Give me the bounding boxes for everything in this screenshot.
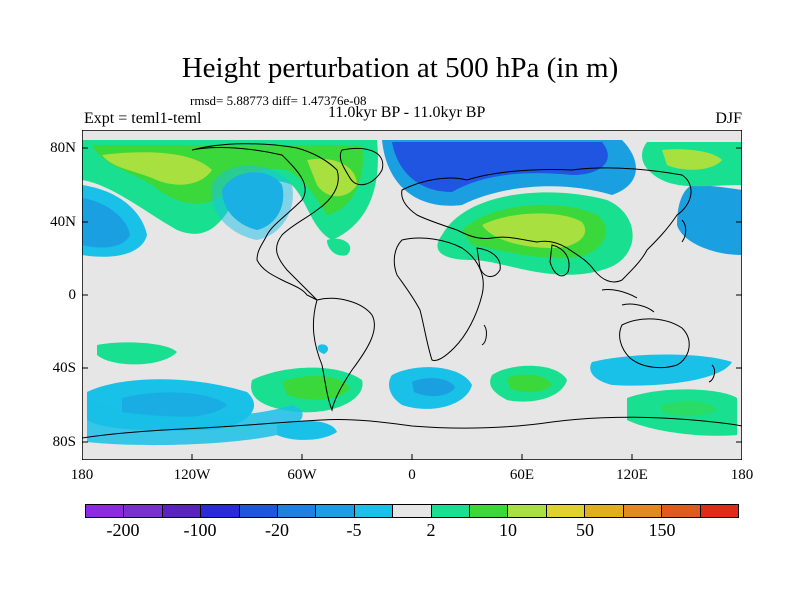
contour-neg-saustralia — [590, 354, 732, 386]
colorbar-box — [393, 505, 432, 517]
lon-label-180e: 180 — [730, 467, 754, 483]
experiment-label: Expt = teml1-teml — [84, 110, 202, 127]
colorbar-label: 2 — [426, 520, 436, 540]
contour-pos-satlantic-mid — [282, 376, 350, 400]
coast-antarctica — [82, 416, 742, 439]
colorbar-box — [201, 505, 240, 517]
lon-label-120e: 120E — [616, 467, 648, 483]
lon-label-60w: 60W — [287, 467, 317, 483]
colorbar-box — [623, 505, 663, 517]
colorbar-box — [354, 505, 394, 517]
coast-indonesia — [601, 289, 655, 313]
colorbar-box — [470, 505, 509, 517]
coast-arabia — [476, 247, 501, 277]
coast-greenland — [339, 147, 384, 186]
contour-pos-sindian-mid — [507, 374, 552, 393]
contour-neg-sindian-mid — [412, 378, 455, 397]
lat-label-40n: 40N — [50, 214, 76, 230]
colorbar-box — [508, 505, 547, 517]
colorbar-box — [700, 505, 738, 517]
contour-neg-spacific-2 — [122, 392, 227, 418]
lat-label-40s: 40S — [52, 360, 76, 376]
ticks — [82, 147, 742, 460]
coast-africa — [393, 237, 484, 361]
colorbar-box — [162, 505, 202, 517]
coastlines — [82, 143, 742, 439]
colorbar-box — [278, 505, 317, 517]
contour-pos-antarctic-e-mid — [662, 400, 717, 417]
contour-neg-canada-weak — [211, 165, 293, 240]
coast-madagascar — [481, 324, 487, 346]
plot-title: Height perturbation at 500 hPa (in m) — [181, 52, 619, 84]
colorbar — [85, 504, 739, 518]
colorbar-label: -20 — [265, 520, 289, 540]
lon-label-60e: 60E — [509, 467, 535, 483]
colorbar-box — [239, 505, 279, 517]
colorbar-box — [431, 505, 471, 517]
coast-japan — [681, 219, 687, 243]
period-label: 11.0kyr BP - 11.0kyr BP — [328, 104, 486, 121]
colorbar-label: 10 — [499, 520, 517, 540]
contour-pos-spacific — [97, 342, 177, 365]
colorbar-box — [316, 505, 355, 517]
contour-neg-antarctic-2 — [277, 420, 337, 440]
coast-europe-asia — [401, 167, 692, 283]
colorbar-label: 50 — [576, 520, 594, 540]
map-panel — [82, 130, 742, 460]
colorbar-box — [662, 505, 701, 517]
colorbar-box — [546, 505, 586, 517]
contour-map — [82, 130, 742, 460]
contour-pos-asia-strong — [482, 213, 586, 248]
lon-label-0: 0 — [408, 467, 416, 483]
rmsd-stats: rmsd= 5.88773 diff= 1.47376e-08 — [190, 93, 367, 108]
contour-neg-antarctic — [87, 398, 303, 446]
colorbar-box — [86, 505, 125, 517]
contour-neg-siberia-strong — [392, 142, 608, 192]
coast-new-zealand — [708, 364, 716, 383]
colorbar-box — [585, 505, 624, 517]
contour-neg-satl-small — [317, 344, 329, 354]
colorbar-box — [124, 505, 163, 517]
lat-label-80n: 80N — [50, 140, 76, 156]
contour-neg-npacific-right — [677, 185, 742, 255]
colorbar-label: 150 — [648, 520, 676, 540]
colorbar-label: -100 — [183, 520, 217, 540]
coast-south-america — [312, 297, 375, 412]
contour-pos-tropatl — [327, 238, 351, 256]
lon-label-120w: 120W — [173, 467, 211, 483]
lat-label-0: 0 — [68, 287, 77, 303]
coast-australia — [619, 318, 690, 369]
contour-pos-nwpacific-mid — [662, 149, 722, 170]
season-label: DJF — [715, 110, 742, 127]
colorbar-label: -200 — [106, 520, 140, 540]
colorbar-label: -5 — [346, 520, 362, 540]
coast-india — [549, 244, 570, 277]
lat-label-80s: 80S — [52, 434, 76, 450]
contour-pos-namerica-strong — [102, 152, 212, 185]
contour-neg-npacific-mid — [82, 198, 130, 248]
lon-label-180w: 180 — [70, 467, 94, 483]
